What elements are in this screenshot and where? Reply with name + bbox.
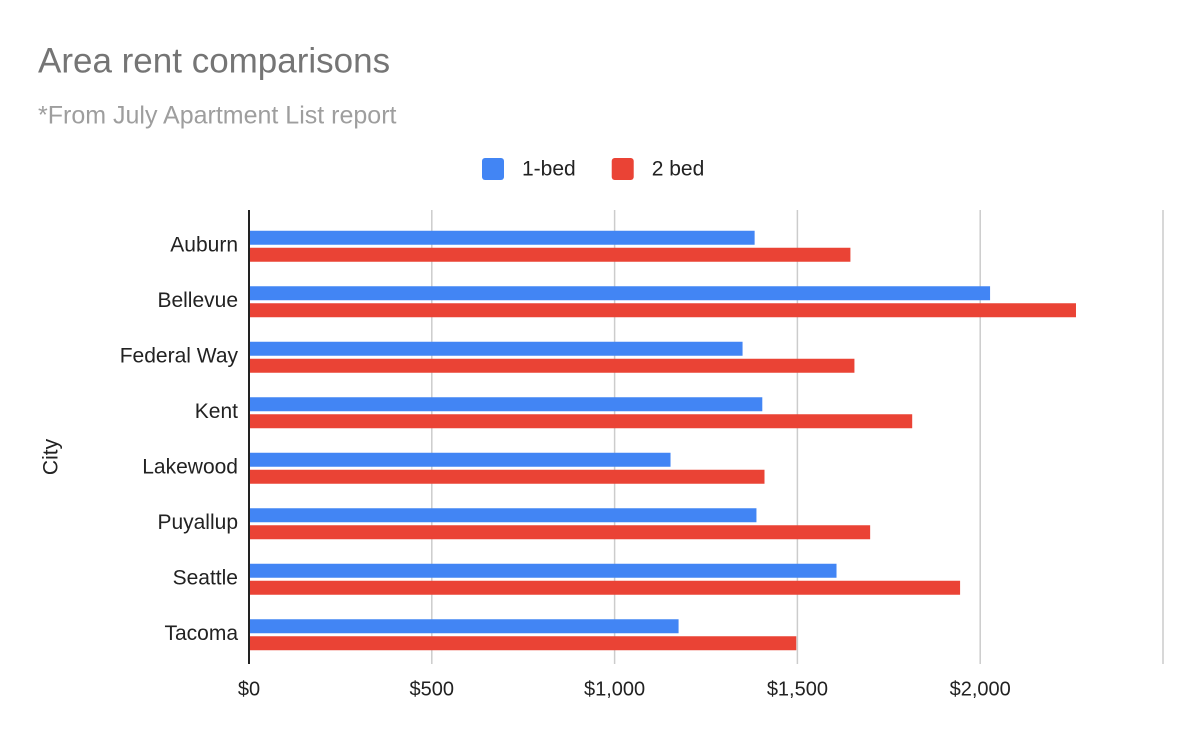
bar: [249, 452, 671, 467]
bar: [249, 525, 871, 540]
bar: [249, 469, 765, 484]
y-tick-label: Auburn: [170, 233, 238, 256]
x-tick-label: $2,000: [950, 678, 1011, 700]
bar: [249, 414, 913, 429]
bar: [249, 508, 757, 523]
bar: [249, 619, 679, 634]
x-tick-label: $0: [238, 678, 260, 700]
chart-title: Area rent comparisons: [38, 41, 390, 80]
chart-subtitle: *From July Apartment List report: [38, 102, 397, 130]
y-tick-label: Federal Way: [120, 344, 239, 367]
legend-swatch: [611, 158, 634, 180]
legend-label: 2 bed: [652, 158, 705, 181]
x-tick-label: $500: [410, 678, 455, 700]
y-tick-label: Tacoma: [164, 622, 238, 645]
bar: [249, 580, 961, 595]
y-tick-label: Bellevue: [157, 289, 238, 312]
y-tick-label: Seattle: [173, 566, 238, 589]
bar: [249, 230, 755, 245]
y-tick-label: Kent: [195, 400, 238, 423]
y-axis-title: City: [40, 438, 63, 475]
bar: [249, 341, 743, 356]
legend-swatch: [482, 158, 504, 180]
x-tick-label: $1,000: [584, 678, 645, 700]
bar: [249, 563, 837, 578]
legend-label: 1-bed: [522, 158, 576, 181]
x-tick-label: $1,500: [767, 678, 828, 700]
bar: [249, 397, 763, 412]
y-tick-label: Lakewood: [142, 455, 238, 478]
bar: [249, 247, 851, 262]
y-tick-label: Puyallup: [157, 511, 238, 534]
bar: [249, 358, 855, 373]
bar: [249, 303, 1076, 318]
bar: [249, 286, 991, 301]
bar: [249, 636, 797, 651]
